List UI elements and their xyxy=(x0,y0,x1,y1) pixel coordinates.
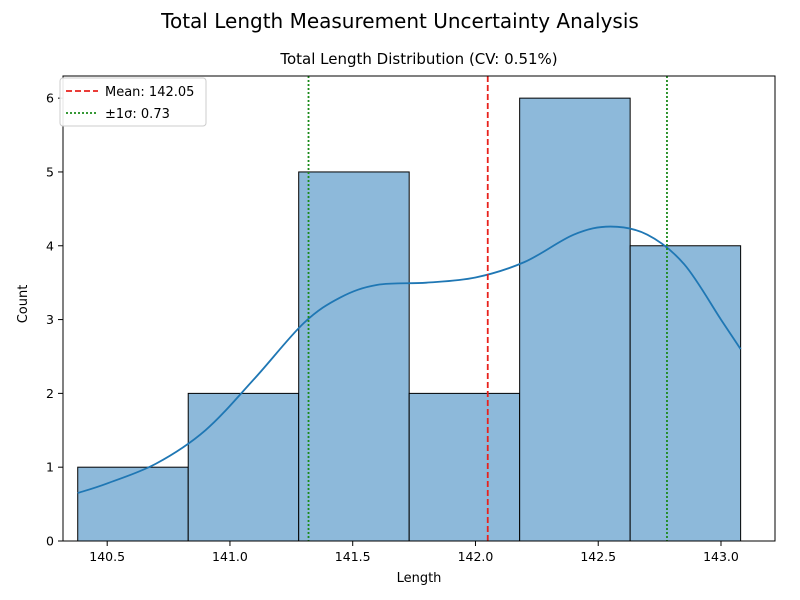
kde-curve xyxy=(77,225,742,494)
histogram-bar xyxy=(519,97,631,542)
axes-frame xyxy=(62,75,776,542)
figure-suptitle: Total Length Measurement Uncertainty Ana… xyxy=(160,9,639,33)
y-tick-label: 2 xyxy=(46,386,54,401)
legend-mean-label: Mean: 142.05 xyxy=(105,85,194,100)
y-tick-label: 5 xyxy=(46,164,54,179)
histogram-bar xyxy=(408,392,521,542)
y-tick-label: 0 xyxy=(46,534,54,549)
x-tick-label: 141.0 xyxy=(212,549,248,564)
legend-frame xyxy=(59,77,207,127)
chart-title: Total Length Distribution (CV: 0.51%) xyxy=(279,50,557,68)
y-tick-label: 1 xyxy=(46,460,54,475)
x-tick-label: 143.0 xyxy=(703,549,739,564)
x-tick-label: 142.5 xyxy=(580,549,616,564)
histogram-bar xyxy=(298,171,410,542)
histogram-bar xyxy=(77,466,189,542)
legend-sigma-label: ±1σ: 0.73 xyxy=(105,107,170,122)
y-tick-label: 3 xyxy=(46,312,54,327)
histogram-bar xyxy=(629,245,742,542)
histogram-bar xyxy=(187,392,300,542)
x-tick-label: 142.0 xyxy=(458,549,494,564)
legend: Mean: 142.05 ±1σ: 0.73 xyxy=(59,77,207,127)
x-tick-label: 141.5 xyxy=(335,549,371,564)
plot-area: 140.5 141.0 141.5 142.0 142.5 143.0 0 1 2 3 4 5 6 xyxy=(46,75,776,564)
y-tick-label: 4 xyxy=(46,238,54,253)
x-tick-label: 140.5 xyxy=(89,549,125,564)
y-tick-label: 6 xyxy=(46,91,54,106)
x-axis-label: Length xyxy=(397,571,442,586)
y-axis-label: Count xyxy=(16,285,31,324)
